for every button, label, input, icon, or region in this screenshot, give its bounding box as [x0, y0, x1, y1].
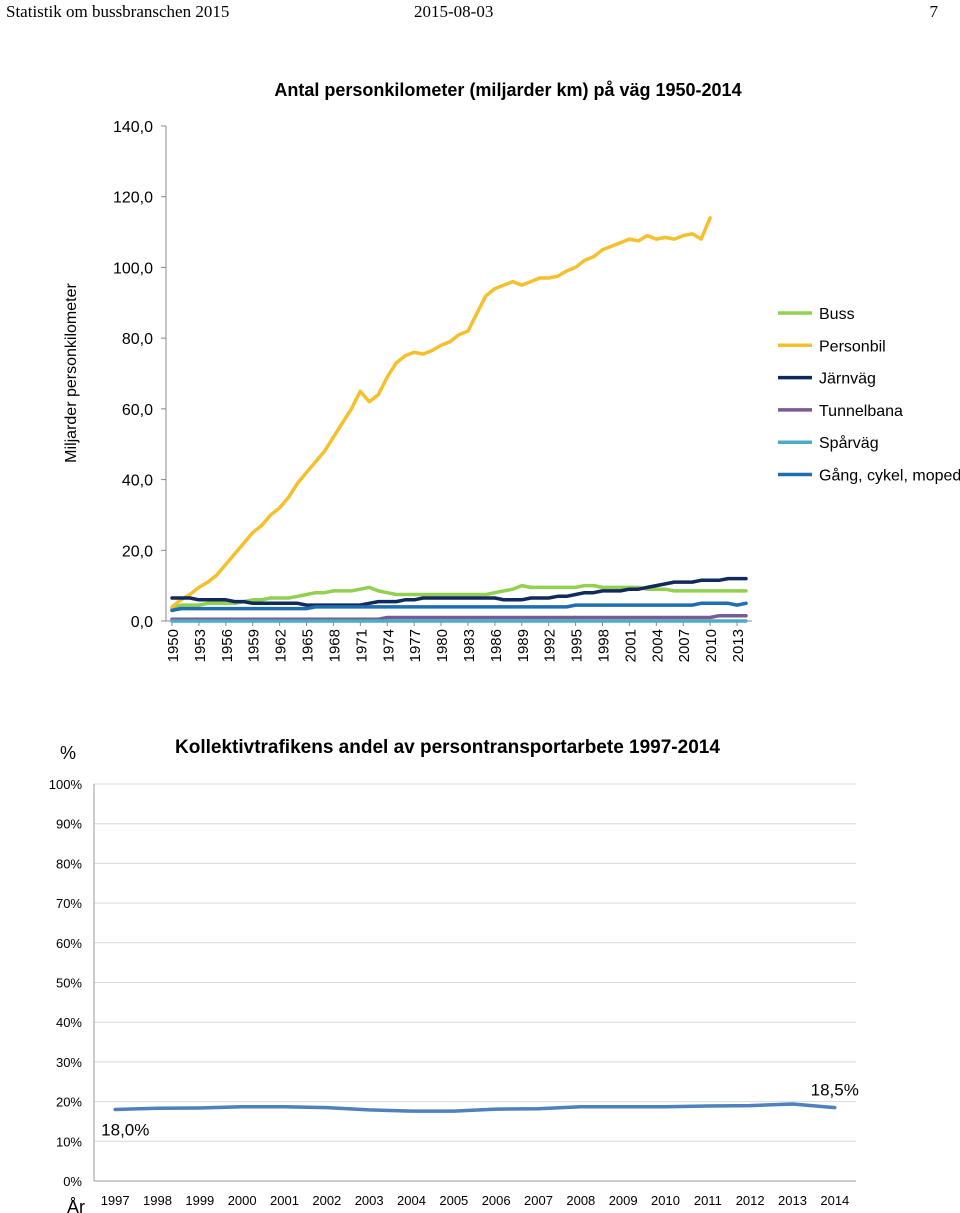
- x-tick-label: 2010: [651, 1193, 680, 1208]
- y-tick-label: 40,0: [122, 473, 153, 490]
- series-line-kollektivtrafik: [113, 1102, 837, 1113]
- x-tick-label: 1980: [434, 629, 451, 662]
- y-tick-label: 80,0: [122, 331, 153, 348]
- x-tick-label: 1997: [101, 1193, 130, 1208]
- legend-label-g-ng-cykel-moped: Gång, cykel, moped: [819, 467, 960, 485]
- y-axis-unit-label: %: [60, 743, 76, 763]
- x-tick-label: 1992: [542, 629, 559, 662]
- x-tick-label: 1989: [515, 629, 532, 662]
- x-tick-label: 2004: [649, 629, 666, 662]
- y-tick-label: 20%: [56, 1095, 82, 1110]
- series-line-g-ng-cykel-moped: [170, 601, 748, 613]
- chart1-title: Antal personkilometer (miljarder km) på …: [274, 80, 742, 100]
- x-tick-label: 2013: [730, 629, 747, 662]
- x-tick-label: 2001: [622, 629, 639, 662]
- x-tick-label: 2005: [439, 1193, 468, 1208]
- x-tick-label: 1998: [596, 629, 613, 662]
- chart2-title: Kollektivtrafikens andel av persontransp…: [175, 737, 720, 758]
- y-tick-label: 30%: [56, 1055, 82, 1070]
- y-tick-label: 0%: [63, 1174, 82, 1189]
- y-axis-title: Miljarder personkilometer: [63, 283, 80, 463]
- x-tick-label: 2006: [482, 1193, 511, 1208]
- x-tick-label: 1998: [143, 1193, 172, 1208]
- x-tick-label: 1983: [461, 629, 478, 662]
- data-label-2014: 18,5%: [811, 1081, 859, 1100]
- x-tick-label: 2000: [228, 1193, 257, 1208]
- series-line-personbil: [170, 216, 712, 609]
- x-tick-label: 2010: [703, 629, 720, 662]
- y-tick-label: 80%: [56, 856, 82, 871]
- y-tick-label: 120,0: [113, 190, 153, 207]
- y-tick-label: 90%: [56, 817, 82, 832]
- data-label-1997: 18,0%: [101, 1121, 149, 1140]
- x-tick-label: 1974: [380, 629, 397, 662]
- x-tick-label: 2012: [736, 1193, 765, 1208]
- y-tick-label: 0,0: [131, 614, 153, 631]
- header-date: 2015-08-03: [414, 2, 494, 21]
- chart-personkilometer: 0,0 20,0 40,0 60,0 80,0 100,0 120,0 140,0 1950 19…: [63, 119, 960, 662]
- x-tick-label: 1953: [192, 629, 209, 662]
- x-tick-label: 2013: [778, 1193, 807, 1208]
- x-tick-label: 2014: [820, 1193, 849, 1208]
- y-tick-label: 100%: [49, 777, 83, 792]
- x-tick-label: 2001: [270, 1193, 299, 1208]
- y-tick-label: 140,0: [113, 119, 153, 136]
- x-tick-label: 2007: [676, 629, 693, 662]
- x-tick-label: 2004: [397, 1193, 426, 1208]
- x-tick-label: 1962: [273, 629, 290, 662]
- x-axis-title: År: [67, 1197, 85, 1213]
- y-tick-label: 20,0: [122, 543, 153, 560]
- x-tick-label: 1971: [353, 629, 370, 662]
- x-tick-label: 1959: [246, 629, 263, 662]
- header-document-title: Statistik om bussbranschen 2015: [6, 2, 230, 21]
- series-line-buss: [170, 583, 748, 611]
- x-tick-label: 2002: [312, 1193, 341, 1208]
- x-tick-label: 2007: [524, 1193, 553, 1208]
- y-tick-label: 60%: [56, 936, 82, 951]
- x-tick-label: 1965: [300, 629, 317, 662]
- x-tick-label: 1999: [185, 1193, 214, 1208]
- legend-label-j-rnv-g: Järnväg: [819, 371, 876, 388]
- x-tick-label: 1956: [219, 629, 236, 662]
- y-tick-label: 40%: [56, 1015, 82, 1030]
- header-page-number: 7: [929, 2, 939, 21]
- series-line-tunnelbana: [170, 613, 748, 621]
- legend-label-tunnelbana: Tunnelbana: [819, 403, 903, 420]
- x-tick-label: 1968: [326, 629, 343, 662]
- x-tick-label: 2011: [694, 1193, 722, 1208]
- legend-label-buss: Buss: [819, 306, 855, 323]
- x-tick-label: 2003: [355, 1193, 384, 1208]
- y-tick-label: 60,0: [122, 402, 153, 419]
- x-tick-label: 1986: [488, 629, 505, 662]
- legend-label-personbil: Personbil: [819, 338, 886, 355]
- x-tick-label: 2009: [609, 1193, 638, 1208]
- y-tick-label: 10%: [56, 1134, 82, 1149]
- y-tick-label: 100,0: [113, 260, 153, 277]
- x-tick-label: 1950: [165, 629, 182, 662]
- x-tick-label: 2008: [566, 1193, 595, 1208]
- legend-label-sp-rv-g: Spårväg: [819, 434, 879, 452]
- y-tick-label: 70%: [56, 896, 82, 911]
- x-tick-label: 1995: [569, 629, 586, 662]
- y-tick-label: 50%: [56, 976, 82, 991]
- x-tick-label: 1977: [407, 629, 424, 662]
- series-line-j-rnv-g: [170, 576, 748, 607]
- chart-kollektivtrafik-andel: % 0% 10% 20% 30% 40% 50% 60% 70% 80% 90% 100% 1997 19…: [49, 743, 859, 1213]
